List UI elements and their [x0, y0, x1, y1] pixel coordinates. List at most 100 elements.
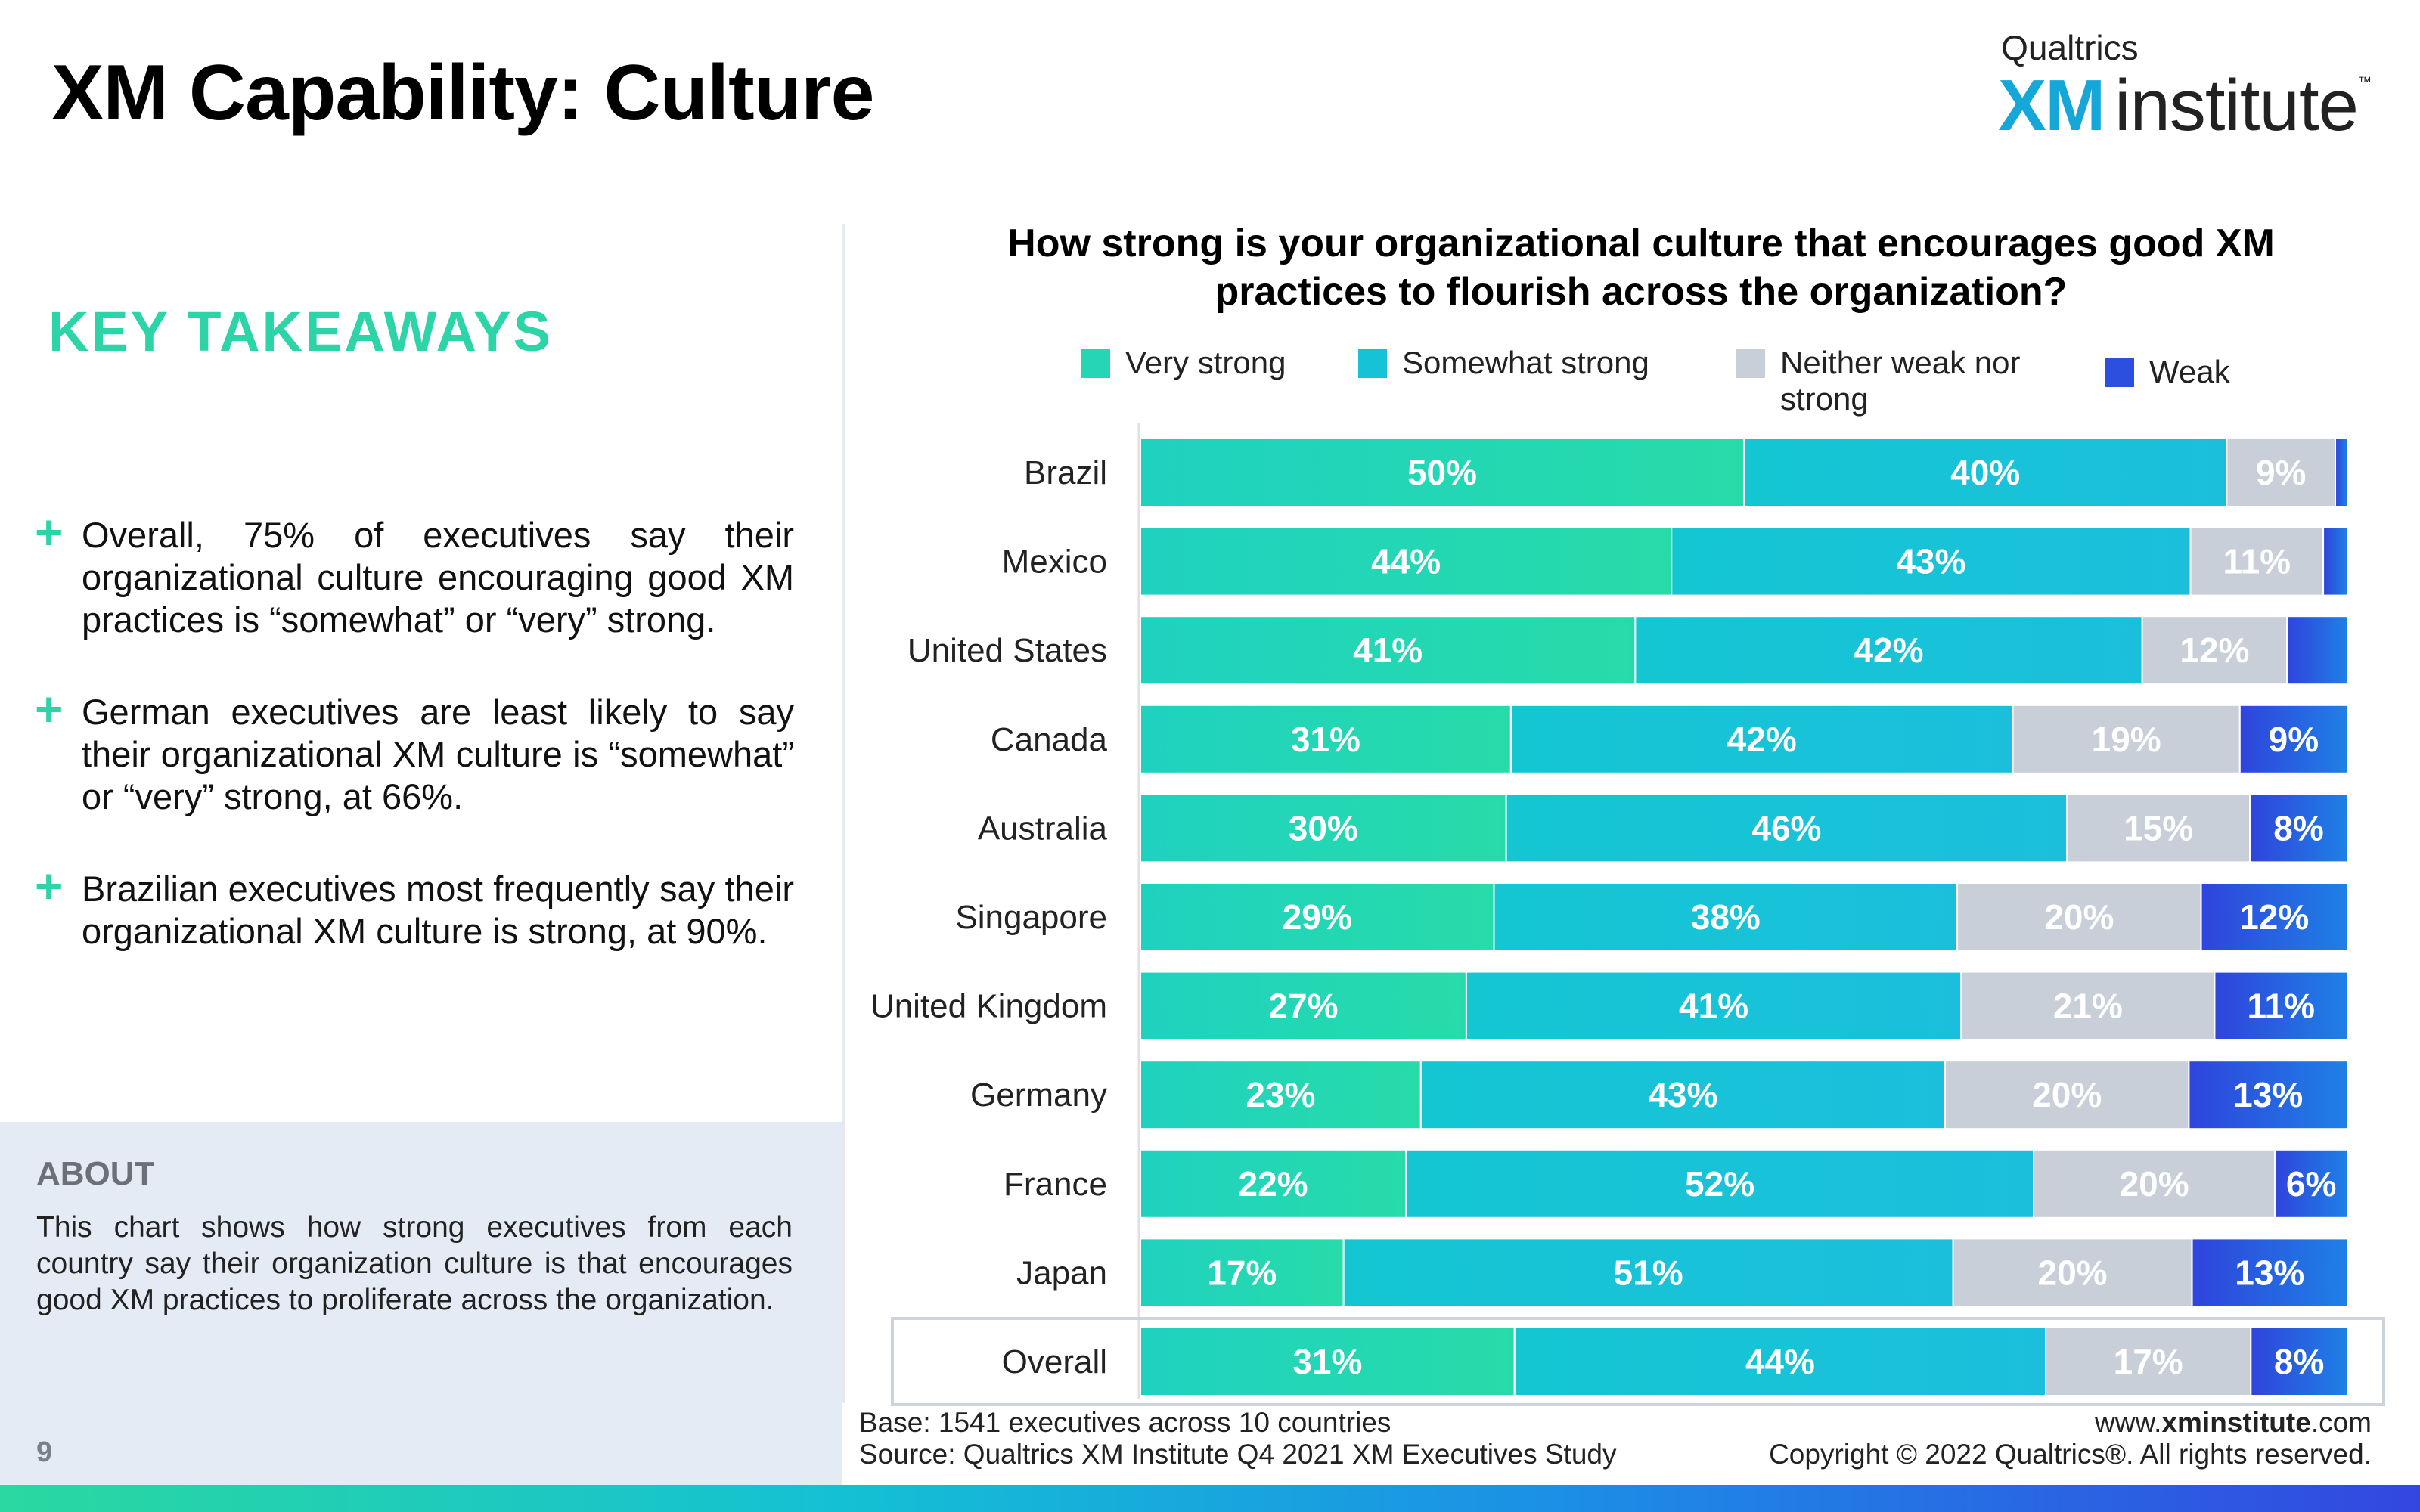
bars-group: Brazil 50% 40% 9% Mexico 44% 43% 11% United Stat… — [870, 423, 2385, 1406]
footer-source: Source: Qualtrics XM Institute Q4 2021 X… — [859, 1439, 1617, 1470]
bar-segment-neither — [2033, 1148, 2276, 1219]
bar-segment-neither — [2012, 704, 2241, 774]
takeaway-text: Overall, 75% of executives say their org… — [82, 515, 794, 640]
bar-segment-somewhat-strong — [1743, 438, 2228, 507]
bar-segment-very-strong — [1140, 1238, 1345, 1308]
data-label: 20% — [2038, 1253, 2108, 1292]
bar-segment-weak — [2214, 971, 2348, 1041]
takeaway-text: German executives are least likely to sa… — [82, 692, 794, 816]
takeaways-list: + Overall, 75% of executives say their o… — [35, 508, 794, 1002]
data-label: 29% — [1283, 897, 1352, 937]
bar-segment-very-strong — [1140, 615, 1637, 686]
bar-segment-very-strong — [1140, 1327, 1516, 1396]
data-label: 41% — [1679, 987, 1748, 1026]
legend-swatch — [1358, 349, 1387, 378]
bar-segment-very-strong — [1140, 1060, 1422, 1130]
category-label: Mexico — [1002, 544, 1107, 581]
category-label: Australia — [978, 810, 1108, 847]
category-label: Brazil — [1024, 454, 1107, 491]
footer-copyright: Copyright © 2022 Qualtrics®. All rights … — [1769, 1439, 2372, 1470]
data-label: 27% — [1268, 987, 1338, 1026]
data-label: 11% — [2223, 542, 2291, 581]
bar-segment-weak — [2322, 526, 2349, 596]
data-label: 15% — [2124, 808, 2193, 847]
data-label: 20% — [2120, 1164, 2189, 1204]
category-label: Germany — [970, 1077, 1107, 1114]
data-label: 44% — [1745, 1342, 1815, 1381]
category-label: France — [1004, 1166, 1107, 1203]
data-label: 17% — [1207, 1253, 1277, 1292]
about-panel: ABOUT This chart shows how strong execut… — [0, 1122, 842, 1485]
legend-item-weak: Weak — [2105, 354, 2230, 390]
data-label: 6% — [2286, 1164, 2336, 1204]
data-label: 50% — [1407, 453, 1477, 492]
bar-segment-weak — [2335, 438, 2349, 507]
data-label: 44% — [1371, 542, 1441, 581]
bar-segment-somewhat-strong — [1513, 1327, 2046, 1396]
bar-segment-very-strong — [1140, 793, 1507, 863]
data-label: 40% — [1950, 453, 2020, 492]
bar-segment-neither — [2141, 615, 2288, 686]
data-label: 17% — [2114, 1342, 2183, 1381]
bar-segment-very-strong — [1140, 438, 1745, 507]
url-domain: xminstitute — [2161, 1407, 2311, 1438]
logo-trademark: ™ — [2358, 74, 2372, 89]
bar-segment-neither — [2189, 526, 2325, 596]
legend-label: Somewhat strong — [1402, 345, 1649, 380]
page-number: 9 — [36, 1436, 53, 1468]
legend-item-very-strong: Very strong — [1081, 345, 1286, 381]
bar-segment-very-strong — [1140, 704, 1512, 774]
page-title: XM Capability: Culture — [51, 49, 874, 137]
chart-title: How strong is your organizational cultur… — [1007, 222, 2275, 314]
bar-segment-weak — [2274, 1148, 2348, 1219]
data-label: 43% — [1648, 1075, 1717, 1114]
logo-brand-text: Qualtrics — [2001, 28, 2139, 67]
logo-institute-text: institute — [2114, 65, 2359, 146]
takeaway-item: + Overall, 75% of executives say their o… — [35, 508, 794, 641]
data-label: 42% — [1854, 631, 1923, 670]
url-suffix: .com — [2310, 1407, 2372, 1438]
data-label: 19% — [2092, 720, 2161, 759]
bar-segment-neither — [2226, 438, 2337, 507]
legend-item-neither: Neither weak nor strong — [1736, 345, 2068, 417]
data-label: 13% — [2233, 1075, 2303, 1114]
data-label: 20% — [2032, 1075, 2102, 1114]
data-label: 30% — [1289, 808, 1358, 847]
category-label: Singapore — [955, 899, 1107, 936]
bar-segment-neither — [1944, 1060, 2190, 1130]
bar-segment-somewhat-strong — [1671, 526, 2192, 596]
bar-segment-neither — [1952, 1238, 2193, 1308]
data-label: 12% — [2239, 897, 2309, 937]
footer-base: Base: 1541 executives across 10 countrie… — [859, 1407, 1392, 1438]
panel-divider — [842, 224, 845, 1403]
bar-segment-somewhat-strong — [1342, 1238, 1954, 1308]
bar-segment-weak — [2200, 882, 2348, 952]
category-label: Overall — [1002, 1343, 1107, 1380]
takeaway-item: + Brazilian executives most frequently s… — [35, 859, 794, 953]
legend-swatch — [1081, 349, 1110, 378]
overall-highlight-box — [891, 1317, 2385, 1406]
bar-segment-weak — [2249, 793, 2348, 863]
data-label: 51% — [1614, 1253, 1683, 1292]
data-label: 52% — [1685, 1164, 1754, 1204]
data-label: 43% — [1896, 542, 1965, 581]
category-label: Japan — [1016, 1254, 1107, 1291]
data-label: 23% — [1246, 1075, 1315, 1114]
footer-url[interactable]: www.xminstitute.com — [2095, 1406, 2372, 1439]
plus-icon: + — [35, 859, 64, 913]
bar-segment-weak — [2250, 1327, 2349, 1396]
data-label: 9% — [2269, 720, 2319, 759]
data-label: 21% — [2053, 987, 2123, 1026]
category-label: United Kingdom — [870, 988, 1107, 1025]
legend-swatch — [2105, 358, 2134, 387]
bar-segment-somewhat-strong — [1509, 704, 2014, 774]
data-label: 22% — [1239, 1164, 1308, 1204]
data-label: 42% — [1727, 720, 1797, 759]
category-label: United States — [908, 632, 1107, 669]
key-takeaways-heading: KEY TAKEAWAYS — [48, 300, 553, 363]
data-label: 31% — [1291, 720, 1360, 759]
xm-institute-logo: Qualtrics XM institute ™ — [1998, 30, 2372, 142]
category-label: Canada — [991, 721, 1108, 758]
about-text: This chart shows how strong executives f… — [36, 1211, 793, 1316]
